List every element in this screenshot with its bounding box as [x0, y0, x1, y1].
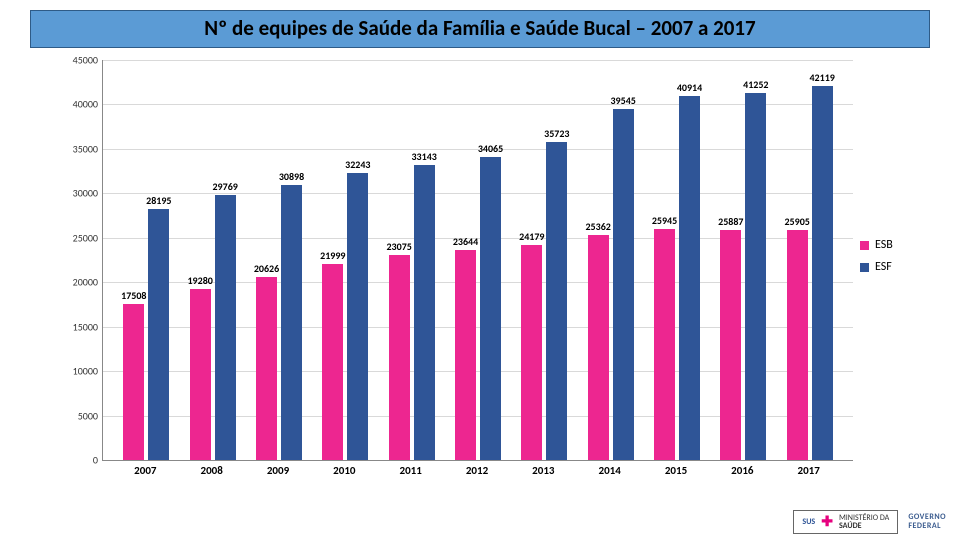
ministerio-text: MINISTÉRIO DA SAÚDE	[839, 514, 889, 530]
y-tick-label: 5000	[60, 409, 98, 422]
logo-sus-ministerio: SUS ✚ MINISTÉRIO DA SAÚDE	[793, 510, 898, 534]
bar-esf	[347, 173, 368, 460]
x-tick-label: 2010	[314, 464, 374, 477]
bar-esf	[215, 195, 236, 460]
y-tick-label: 20000	[60, 276, 98, 289]
legend-label-esb: ESB	[875, 238, 893, 252]
y-tick-label: 40000	[60, 98, 98, 111]
bar-esb	[521, 245, 542, 460]
bar-esf	[812, 86, 833, 460]
bar-esb	[588, 235, 609, 460]
x-tick-label: 2014	[580, 464, 640, 477]
legend-item-esf: ESF	[860, 260, 893, 274]
plot-area: 1750828195192802976920626308982199932243…	[102, 60, 853, 461]
bar-chart: 1750828195192802976920626308982199932243…	[60, 60, 930, 480]
bar-value-label: 39545	[593, 94, 653, 107]
y-tick-label: 0	[60, 454, 98, 467]
bar-value-label: 35723	[527, 127, 587, 140]
x-tick-label: 2012	[447, 464, 507, 477]
bar-esf	[679, 96, 700, 460]
bar-esf	[480, 157, 501, 460]
gridline	[103, 104, 853, 105]
bar-value-label: 33143	[394, 150, 454, 163]
x-tick-label: 2017	[779, 464, 839, 477]
y-tick-label: 15000	[60, 320, 98, 333]
bar-esf	[613, 109, 634, 461]
logo-governo-federal: GOVERNO FEDERAL	[908, 513, 946, 531]
legend-swatch-esf	[860, 263, 869, 272]
bar-esf	[281, 185, 302, 460]
legend: ESB ESF	[860, 230, 893, 282]
x-tick-label: 2011	[381, 464, 441, 477]
footer-logos: SUS ✚ MINISTÉRIO DA SAÚDE GOVERNO FEDERA…	[793, 510, 946, 534]
page-title: Nº de equipes de Saúde da Família e Saúd…	[204, 15, 755, 41]
bar-esf	[745, 93, 766, 460]
bar-esf	[148, 209, 169, 460]
plus-icon: ✚	[821, 515, 833, 529]
bar-esf	[546, 142, 567, 460]
gridline	[103, 193, 853, 194]
sus-text: SUS	[802, 518, 815, 526]
bar-value-label: 42119	[792, 71, 852, 84]
bar-esb	[123, 304, 144, 460]
bar-value-label: 29769	[195, 180, 255, 193]
bar-esb	[654, 229, 675, 460]
title-bar: Nº de equipes de Saúde da Família e Saúd…	[30, 10, 930, 48]
x-tick-label: 2013	[513, 464, 573, 477]
bar-esb	[256, 277, 277, 460]
bar-esb	[389, 255, 410, 460]
bar-esb	[787, 230, 808, 460]
legend-swatch-esb	[860, 241, 869, 250]
bar-value-label: 28195	[129, 194, 189, 207]
y-tick-label: 45000	[60, 54, 98, 67]
bar-esb	[190, 289, 211, 460]
bar-esb	[720, 230, 741, 460]
y-tick-label: 10000	[60, 365, 98, 378]
bar-value-label: 32243	[328, 158, 388, 171]
bar-value-label: 34065	[461, 142, 521, 155]
legend-item-esb: ESB	[860, 238, 893, 252]
x-tick-label: 2008	[182, 464, 242, 477]
bar-value-label: 30898	[262, 170, 322, 183]
x-tick-label: 2015	[646, 464, 706, 477]
bar-esb	[322, 264, 343, 460]
y-tick-label: 25000	[60, 231, 98, 244]
y-tick-label: 35000	[60, 142, 98, 155]
legend-label-esf: ESF	[875, 260, 892, 274]
y-tick-label: 30000	[60, 187, 98, 200]
x-tick-label: 2009	[248, 464, 308, 477]
bar-esf	[414, 165, 435, 460]
bar-esb	[455, 250, 476, 460]
bar-value-label: 40914	[660, 81, 720, 94]
x-tick-label: 2016	[712, 464, 772, 477]
x-tick-label: 2007	[115, 464, 175, 477]
gridline	[103, 60, 853, 61]
bar-value-label: 41252	[726, 78, 786, 91]
